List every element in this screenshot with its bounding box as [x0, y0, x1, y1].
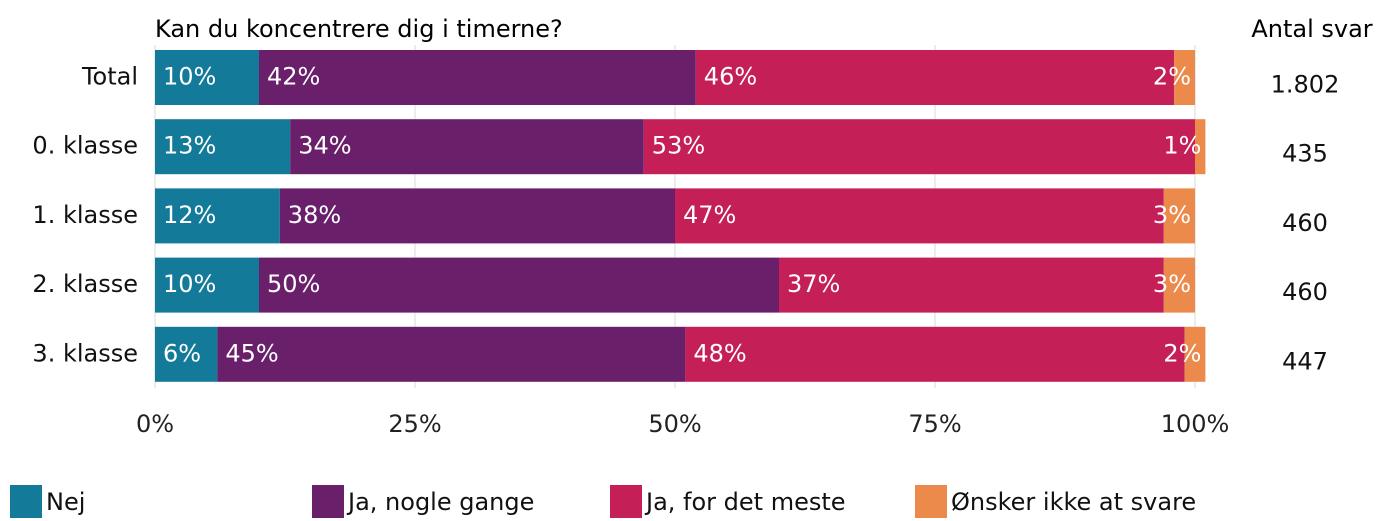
bar-segment — [155, 119, 291, 175]
bar-segment — [1163, 188, 1195, 244]
data-label: 47% — [683, 201, 736, 229]
bar-segment — [155, 50, 259, 105]
bar-segment — [685, 326, 1185, 382]
legend-label: Ja, nogle gange — [346, 488, 534, 516]
data-label: 3% — [1153, 270, 1191, 298]
legend-swatch — [312, 485, 344, 518]
x-tick-label: 75% — [908, 410, 961, 438]
x-tick-label: 100% — [1161, 410, 1230, 438]
x-tick-label: 0% — [136, 410, 174, 438]
data-label: 1% — [1163, 132, 1201, 160]
bar-segment — [217, 326, 686, 382]
y-tick-label: 3. klasse — [32, 339, 138, 367]
data-label: 12% — [163, 201, 216, 229]
bar-segment — [1174, 50, 1195, 105]
legend-label: Nej — [46, 488, 85, 516]
data-label: 10% — [163, 63, 216, 91]
data-label: 46% — [704, 63, 757, 91]
data-label: 34% — [298, 132, 351, 160]
legend-swatch — [610, 485, 642, 518]
bar-segment — [290, 119, 644, 175]
count-label: 1.802 — [1271, 71, 1340, 99]
counts-title: Antal svar — [1251, 15, 1372, 43]
bar-segment — [695, 50, 1175, 105]
data-label: 48% — [693, 339, 746, 367]
legend-swatch — [10, 485, 42, 518]
bar-segment — [779, 257, 1164, 313]
data-label: 2% — [1163, 339, 1201, 367]
bar-segment — [643, 119, 1195, 175]
y-tick-label: 2. klasse — [32, 270, 138, 298]
bar-segment — [1163, 257, 1195, 313]
count-label: 447 — [1282, 347, 1328, 375]
bar-segment — [1184, 326, 1206, 382]
legend-label: Ønsker ikke at svare — [951, 488, 1196, 516]
data-label: 50% — [267, 270, 320, 298]
data-label: 6% — [163, 339, 201, 367]
data-label: 37% — [787, 270, 840, 298]
count-label: 460 — [1282, 209, 1328, 237]
data-label: 2% — [1153, 63, 1191, 91]
x-tick-label: 50% — [648, 410, 701, 438]
y-tick-label: Total — [81, 63, 138, 91]
bar-segment — [155, 257, 259, 313]
y-tick-label: 1. klasse — [32, 201, 138, 229]
chart-title: Kan du koncentrere dig i timerne? — [155, 15, 563, 43]
bar-segment — [259, 257, 779, 313]
data-label: 3% — [1153, 201, 1191, 229]
data-label: 38% — [288, 201, 341, 229]
count-label: 460 — [1282, 278, 1328, 306]
count-label: 435 — [1282, 140, 1328, 168]
bar-segment — [675, 188, 1164, 244]
bar-segment — [155, 326, 218, 382]
bar-segment — [279, 188, 675, 244]
bar-segment — [155, 188, 280, 244]
data-label: 42% — [267, 63, 320, 91]
data-label: 45% — [225, 339, 278, 367]
data-label: 13% — [163, 132, 216, 160]
legend-label: Ja, for det meste — [644, 488, 846, 516]
bar-segment — [1195, 119, 1206, 175]
y-tick-label: 0. klasse — [32, 132, 138, 160]
legend-swatch — [915, 485, 947, 518]
data-label: 10% — [163, 270, 216, 298]
x-tick-label: 25% — [388, 410, 441, 438]
bar-segment — [259, 50, 696, 105]
data-label: 53% — [652, 132, 705, 160]
